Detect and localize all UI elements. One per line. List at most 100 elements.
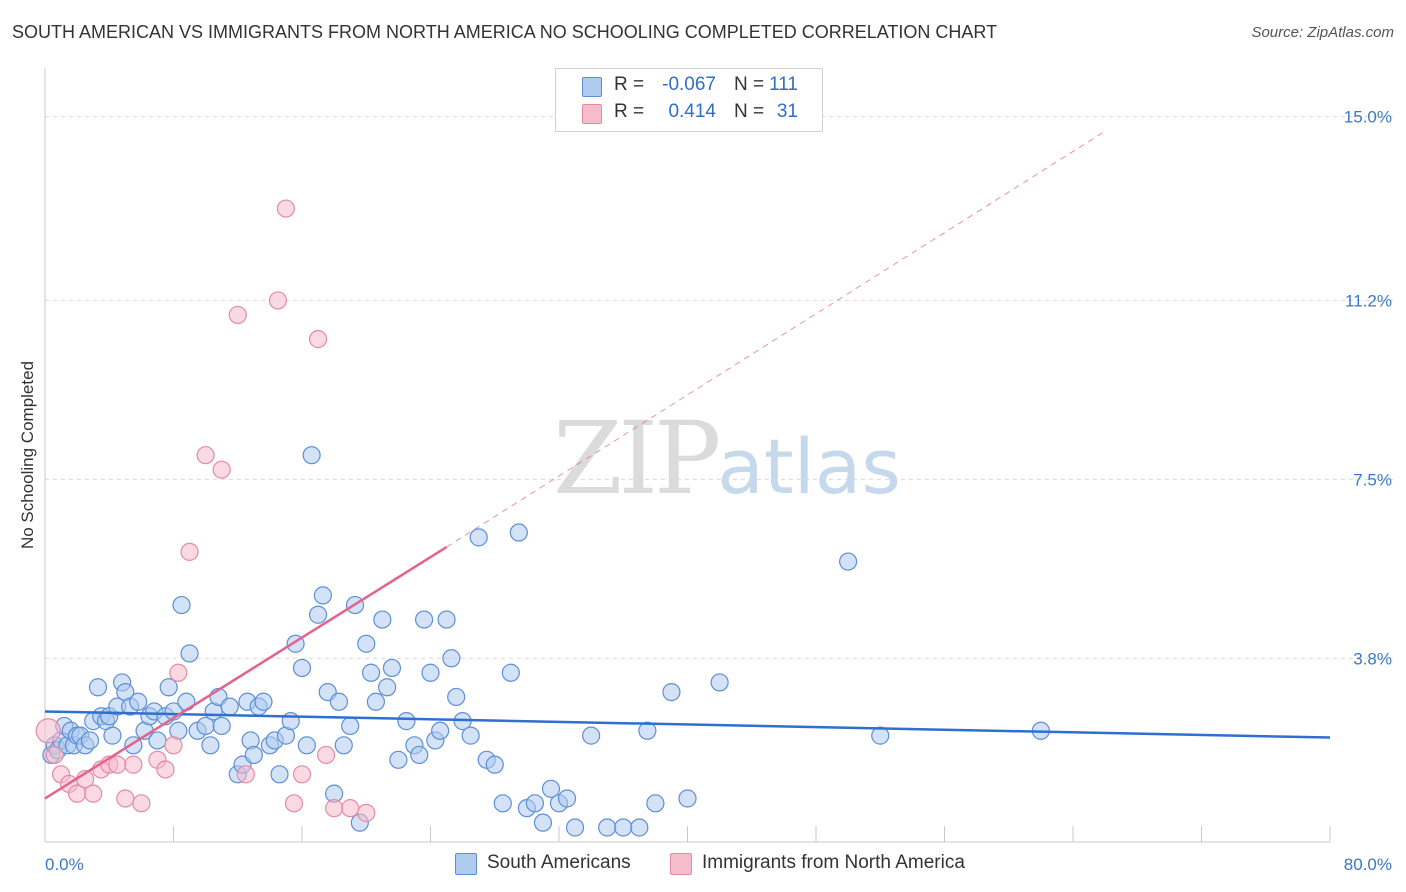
point-south-americans [366, 692, 385, 711]
point-south-americans [541, 779, 561, 798]
point-immigrants [276, 199, 296, 218]
point-south-americans [533, 813, 553, 832]
point-south-americans [646, 794, 665, 813]
point-immigrants [284, 794, 304, 813]
point-south-americans [212, 716, 231, 736]
point-south-americans [485, 755, 504, 774]
point-south-americans [172, 595, 191, 615]
y-tick-label: 15.0% [1344, 108, 1392, 127]
x-tick-label: 0.0% [45, 855, 84, 874]
point-immigrants [84, 784, 103, 803]
point-south-americans [88, 678, 108, 697]
point-south-americans [638, 721, 657, 740]
point-south-americans [103, 726, 122, 745]
stats-n-label: N = [734, 101, 765, 122]
legend-swatch-pink [670, 853, 692, 875]
point-immigrants [308, 330, 328, 349]
chart-source: Source: ZipAtlas.com [1251, 24, 1394, 41]
stats-n-value: 31 [776, 101, 798, 122]
y-tick-label: 7.5% [1353, 470, 1392, 489]
point-south-americans [129, 692, 148, 711]
stats-swatch-blue [582, 77, 602, 97]
point-south-americans [710, 673, 729, 692]
point-immigrants [164, 736, 183, 755]
point-south-americans [270, 765, 289, 784]
point-south-americans [244, 745, 263, 765]
point-south-americans [582, 726, 601, 745]
y-tick-label: 3.8% [1353, 649, 1392, 668]
point-south-americans [461, 726, 480, 745]
trendline-south-americans [44, 710, 1331, 739]
stats-r-label: R = [614, 74, 645, 95]
point-immigrants [341, 799, 360, 818]
point-south-americans [357, 634, 376, 653]
stats-swatch-pink [582, 104, 602, 124]
legend-label: South Americans [487, 852, 631, 873]
point-south-americans [389, 750, 408, 769]
point-south-americans [302, 446, 321, 465]
point-south-americans [565, 818, 585, 837]
y-tick-label: 11.2% [1345, 291, 1392, 310]
point-immigrants [316, 745, 336, 765]
point-south-americans [382, 658, 402, 678]
legend-label: Immigrants from North America [702, 852, 965, 873]
point-immigrants [325, 799, 344, 818]
point-south-americans [421, 663, 440, 682]
point-south-americans [871, 726, 890, 745]
point-immigrants [169, 663, 188, 682]
point-immigrants [228, 305, 247, 325]
stats-n-label: N = [734, 74, 765, 95]
point-immigrants [132, 794, 151, 813]
point-south-americans [80, 731, 100, 750]
point-south-americans [678, 789, 697, 808]
point-south-americans [437, 610, 456, 629]
point-south-americans [159, 678, 178, 697]
point-south-americans [148, 731, 167, 750]
point-south-americans [254, 692, 273, 711]
stats-row-south-americans: R = -0.067 N = 111 [556, 74, 822, 100]
point-south-americans [341, 716, 360, 736]
point-south-americans [509, 523, 528, 542]
stats-r-value: -0.067 [662, 74, 716, 95]
point-south-americans [598, 818, 617, 837]
point-south-americans [397, 712, 416, 731]
trendline-immigrants [44, 545, 448, 800]
point-immigrants [124, 755, 143, 774]
point-south-americans [334, 736, 353, 755]
point-south-americans [447, 687, 466, 707]
stats-r-value: 0.414 [668, 101, 716, 122]
watermark-zip: ZIP [553, 400, 721, 517]
x-tick-label: 80.0% [1344, 855, 1392, 874]
point-south-americans [410, 745, 429, 765]
point-immigrants [180, 542, 199, 561]
point-south-americans [329, 692, 349, 711]
point-immigrants [35, 718, 61, 744]
trendline-immigrants-extension [446, 130, 1106, 548]
stats-row-immigrants: R = 0.414 N = 31 [556, 101, 822, 127]
point-south-americans [557, 789, 577, 808]
chart-title: SOUTH AMERICAN VS IMMIGRANTS FROM NORTH … [12, 22, 998, 42]
legend-swatch-blue [455, 853, 477, 875]
point-south-americans [501, 663, 520, 682]
point-south-americans [431, 721, 450, 740]
point-south-americans [313, 586, 332, 605]
point-immigrants [45, 745, 64, 765]
point-immigrants [268, 291, 288, 310]
point-south-americans [414, 610, 434, 629]
point-south-americans [373, 610, 392, 629]
point-immigrants [236, 765, 255, 784]
point-immigrants [116, 789, 135, 808]
point-immigrants [196, 446, 215, 465]
point-south-americans [469, 528, 488, 547]
point-south-americans [839, 552, 858, 571]
point-south-americans [493, 794, 512, 813]
point-immigrants [108, 755, 127, 774]
point-south-americans [378, 678, 397, 697]
point-south-americans [308, 605, 328, 624]
watermark: ZIPatlas [553, 400, 901, 517]
point-south-americans [220, 697, 239, 716]
point-south-americans [614, 818, 633, 837]
point-south-americans [201, 736, 220, 755]
point-south-americans [292, 658, 312, 678]
